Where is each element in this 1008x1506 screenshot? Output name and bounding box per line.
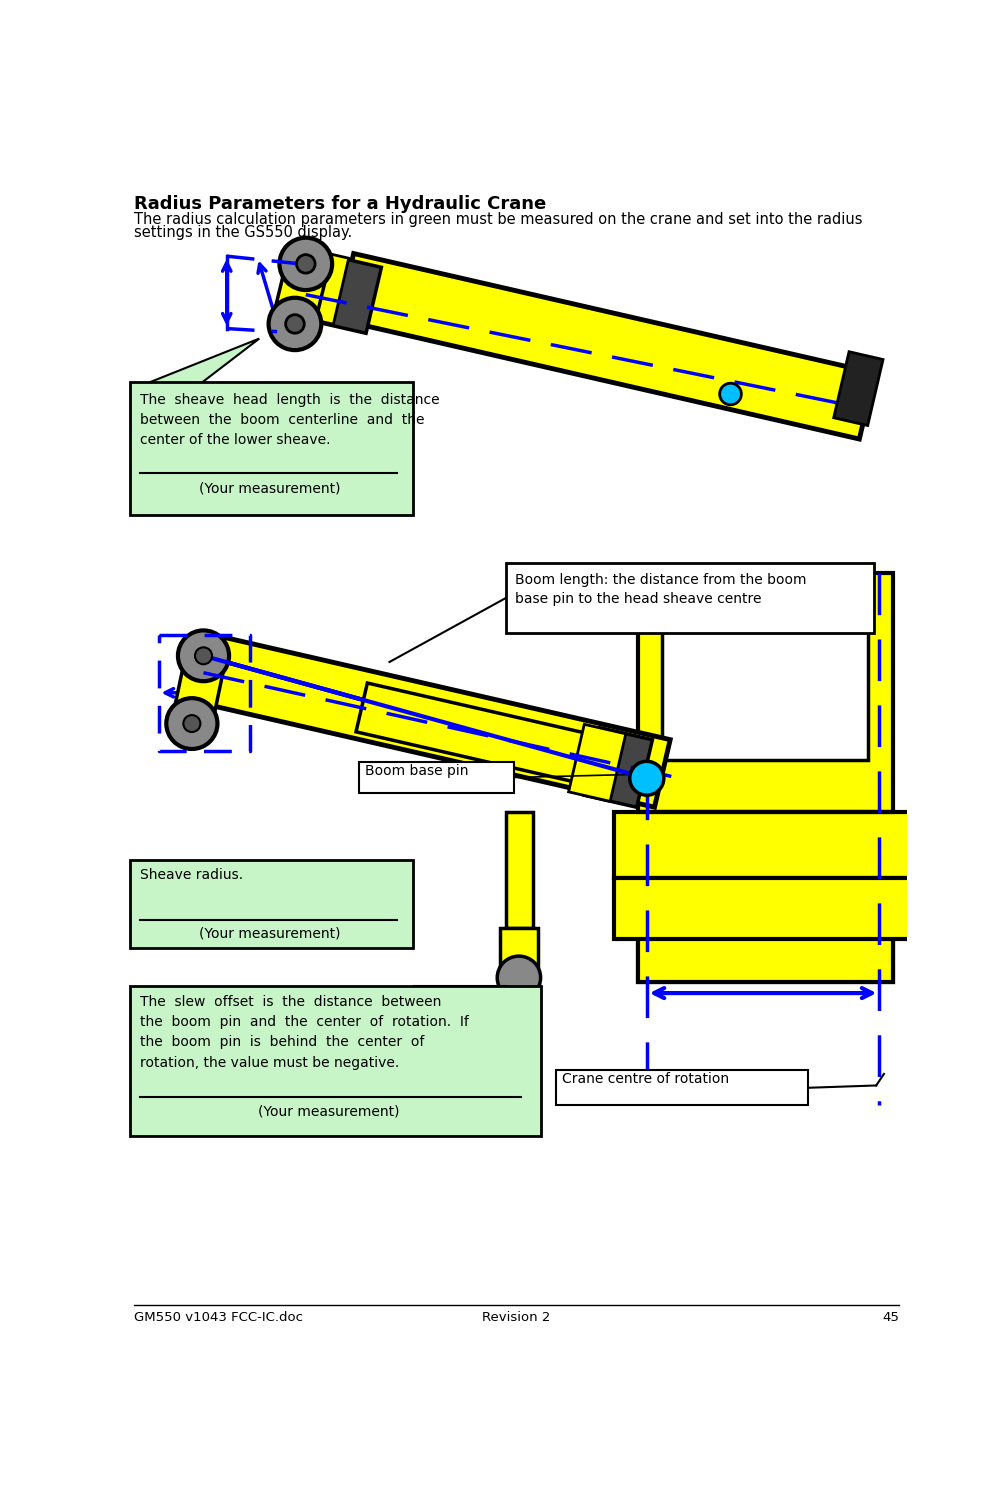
Polygon shape bbox=[834, 352, 883, 426]
Text: (Your measurement): (Your measurement) bbox=[199, 926, 340, 940]
Text: (Your measurement): (Your measurement) bbox=[258, 1105, 400, 1119]
Bar bbox=[637, 812, 893, 982]
Bar bbox=[614, 878, 916, 940]
Bar bbox=[506, 563, 874, 633]
Bar bbox=[130, 986, 540, 1137]
Bar bbox=[662, 590, 868, 759]
Polygon shape bbox=[356, 684, 609, 788]
Text: settings in the GS550 display.: settings in the GS550 display. bbox=[134, 226, 352, 241]
Text: GM550 v1043 FCC-IC.doc: GM550 v1043 FCC-IC.doc bbox=[134, 1312, 302, 1324]
Circle shape bbox=[178, 631, 229, 681]
Circle shape bbox=[279, 238, 333, 291]
Polygon shape bbox=[584, 727, 652, 807]
Text: The  slew  offset  is  the  distance  between
the  boom  pin  and  the  center  : The slew offset is the distance between … bbox=[140, 995, 469, 1069]
Text: Boom length: the distance from the boom
base pin to the head sheave centre: Boom length: the distance from the boom … bbox=[515, 574, 806, 607]
Circle shape bbox=[497, 956, 540, 998]
Polygon shape bbox=[412, 986, 506, 1027]
Bar bbox=[500, 928, 538, 970]
Polygon shape bbox=[303, 252, 349, 324]
Polygon shape bbox=[186, 633, 670, 807]
Text: (Your measurement): (Your measurement) bbox=[199, 480, 340, 495]
Bar bbox=[130, 383, 412, 515]
Bar bbox=[359, 762, 513, 792]
Bar bbox=[614, 812, 916, 878]
Circle shape bbox=[296, 255, 316, 273]
Text: Revision 2: Revision 2 bbox=[483, 1312, 550, 1324]
Text: 45: 45 bbox=[883, 1312, 899, 1324]
Circle shape bbox=[720, 383, 741, 405]
Text: The radius calculation parameters in green must be measured on the crane and set: The radius calculation parameters in gre… bbox=[134, 211, 862, 226]
Bar bbox=[130, 860, 412, 949]
Text: Boom base pin: Boom base pin bbox=[365, 765, 468, 779]
Polygon shape bbox=[317, 256, 381, 333]
Circle shape bbox=[268, 298, 322, 349]
Circle shape bbox=[166, 699, 218, 748]
Circle shape bbox=[285, 315, 304, 333]
Bar bbox=[637, 574, 893, 982]
Text: Crane centre of rotation: Crane centre of rotation bbox=[562, 1072, 730, 1086]
Polygon shape bbox=[134, 339, 259, 435]
Bar bbox=[506, 812, 533, 928]
Text: The  sheave  head  length  is  the  distance
between  the  boom  centerline  and: The sheave head length is the distance b… bbox=[140, 393, 439, 447]
Polygon shape bbox=[569, 724, 626, 801]
Bar bbox=[556, 1071, 808, 1105]
Circle shape bbox=[630, 762, 664, 795]
Polygon shape bbox=[339, 253, 875, 440]
Circle shape bbox=[195, 648, 212, 664]
Polygon shape bbox=[172, 663, 225, 717]
Circle shape bbox=[183, 715, 201, 732]
Text: Sheave radius.: Sheave radius. bbox=[140, 867, 243, 881]
Text: Radius Parameters for a Hydraulic Crane: Radius Parameters for a Hydraulic Crane bbox=[134, 194, 546, 212]
Polygon shape bbox=[273, 271, 328, 316]
